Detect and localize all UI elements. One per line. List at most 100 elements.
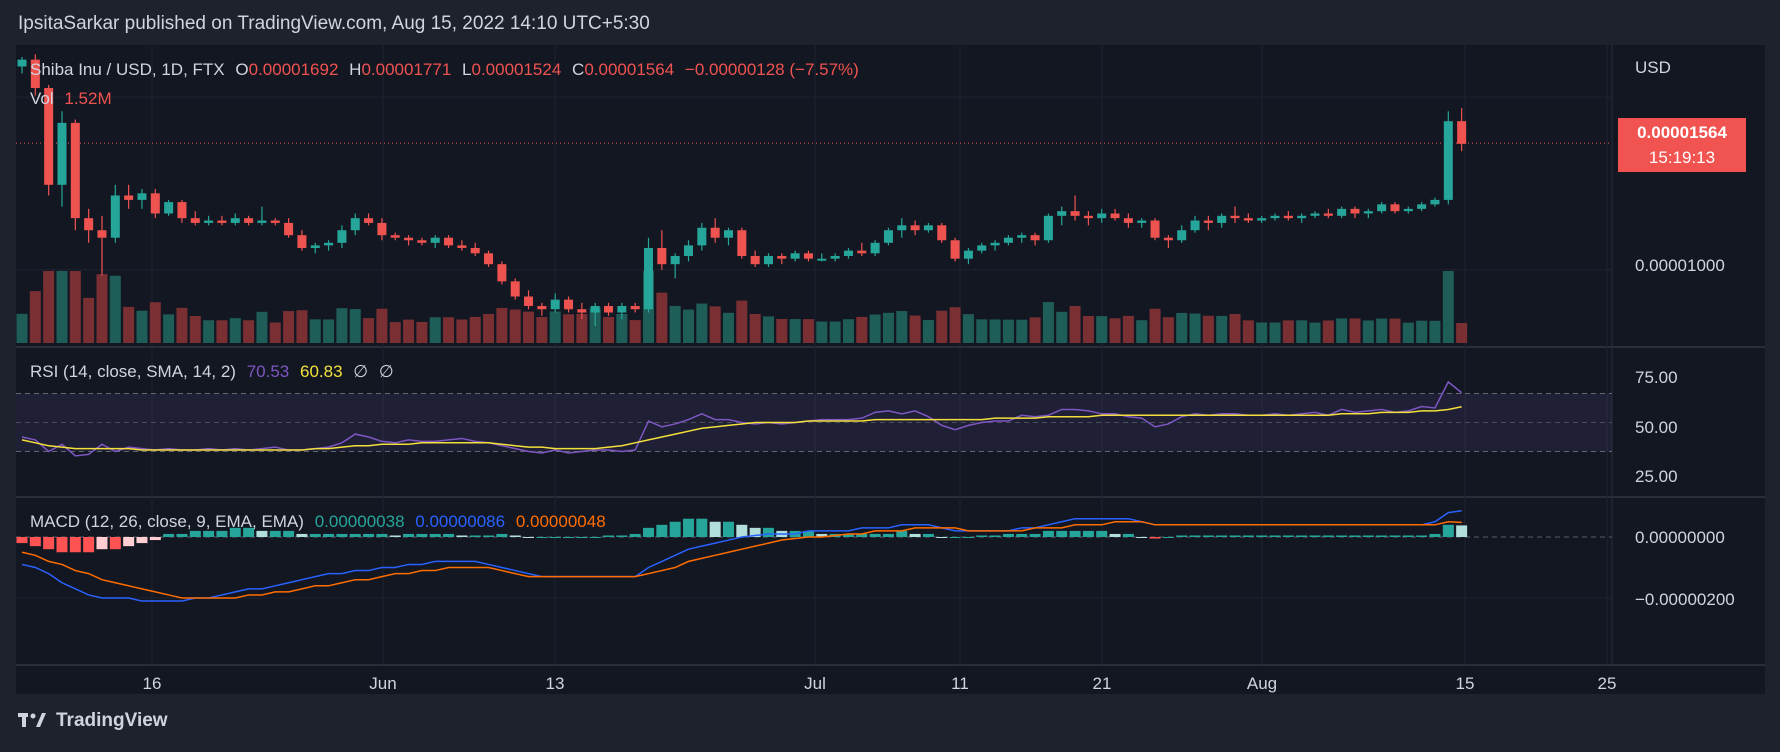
volume-bar	[269, 322, 281, 343]
candle-body	[204, 220, 214, 223]
candle-body	[910, 225, 920, 231]
volume-bar	[1082, 315, 1094, 343]
volume-bar	[1442, 271, 1454, 343]
macd-histogram-bar	[1202, 535, 1214, 537]
volume-bar	[882, 312, 894, 343]
candle-body	[510, 281, 520, 297]
volume-bar	[1229, 314, 1241, 343]
macd-histogram-bar	[709, 521, 721, 537]
macd-histogram-bar	[736, 524, 748, 537]
candle-body	[1097, 213, 1107, 219]
candle-body	[803, 253, 813, 259]
last-price-value: 0.00001564	[1637, 123, 1727, 142]
macd-histogram-bar	[629, 533, 641, 537]
candle-body	[444, 237, 454, 246]
macd-histogram-bar	[816, 533, 828, 537]
macd-histogram-bar	[523, 537, 535, 538]
macd-histogram-bar	[149, 537, 161, 541]
macd-histogram-bar	[1242, 535, 1254, 537]
macd-histogram-bar	[802, 530, 814, 537]
candle-body	[657, 248, 667, 265]
candle-body	[763, 255, 773, 265]
time-axis-label: Aug	[1247, 674, 1277, 693]
volume-bar	[456, 319, 468, 343]
macd-histogram-bar	[1216, 535, 1228, 537]
volume-bar	[909, 315, 921, 343]
macd-histogram-bar	[1189, 535, 1201, 537]
volume-bar	[922, 320, 934, 343]
candle-body	[710, 227, 720, 238]
macd-histogram-bar	[176, 533, 188, 537]
macd-axis-zero: 0.00000000	[1635, 528, 1725, 547]
macd-histogram-bar	[1269, 535, 1281, 537]
candle-body	[1443, 121, 1453, 200]
last-price-badge: 0.00001564 15:19:13	[1618, 118, 1746, 172]
macd-histogram-bar	[403, 533, 415, 537]
volume-bar	[736, 300, 748, 343]
candle-body	[270, 220, 280, 223]
candle-body	[750, 255, 760, 265]
candle-body	[1230, 215, 1240, 219]
rsi-label[interactable]: RSI (14, close, SMA, 14, 2)	[30, 362, 236, 381]
volume-bar	[283, 311, 295, 343]
macd-histogram-bar	[243, 527, 255, 537]
macd-label[interactable]: MACD (12, 26, close, 9, EMA, EMA)	[30, 512, 304, 531]
volume-bar	[1136, 320, 1148, 343]
candle-body	[350, 218, 360, 231]
macd-histogram-bar	[696, 518, 708, 537]
symbol-label[interactable]: Shiba Inu / USD, 1D, FTX	[30, 60, 225, 79]
candle-body	[897, 225, 907, 231]
volume-bar	[1269, 322, 1281, 343]
chart-frame[interactable]	[16, 45, 1765, 694]
ohlc-c: C0.00001564	[572, 60, 675, 79]
macd-histogram-bar	[869, 533, 881, 537]
candle-body	[524, 296, 534, 307]
volume-bar	[669, 305, 681, 343]
macd-histogram-bar	[1362, 535, 1374, 537]
rsi-line	[21, 380, 1463, 457]
macd-histogram-bar	[323, 533, 335, 537]
volume-bar	[896, 311, 908, 343]
volume-bar	[1002, 319, 1014, 343]
volume-bar	[1016, 319, 1028, 343]
candle-body	[1390, 204, 1400, 212]
macd-histogram-bar	[1069, 530, 1081, 537]
candle-body	[843, 250, 853, 256]
macd-signal-line	[21, 520, 1462, 599]
macd-histogram-bar	[496, 533, 508, 537]
volume-bar	[296, 310, 308, 343]
candle-body	[484, 253, 494, 265]
candle-body	[1310, 213, 1320, 216]
macd-histogram-bar	[936, 537, 948, 538]
price-change: −0.00000128 (−7.57%)	[684, 60, 859, 79]
volume-bar	[549, 311, 561, 343]
candle-body	[777, 255, 787, 259]
volume-bar	[776, 318, 788, 343]
macd-histogram-bar	[1122, 533, 1134, 537]
volume-bar	[842, 319, 854, 343]
volume-bar	[429, 317, 441, 343]
candle-body	[737, 230, 747, 256]
macd-histogram-bar	[1229, 535, 1241, 537]
volume-bar	[856, 316, 868, 343]
candle-body	[390, 235, 400, 238]
macd-histogram-bar	[616, 535, 628, 537]
candle-body	[923, 225, 933, 231]
volume-bar	[83, 297, 95, 343]
volume-bar	[1216, 315, 1228, 343]
macd-histogram-bar	[1016, 533, 1028, 537]
candle-body	[470, 248, 480, 254]
candle-body	[817, 258, 827, 261]
macd-histogram-bar	[16, 537, 28, 544]
volume-bar	[1109, 318, 1121, 343]
volume-bar	[1176, 312, 1188, 343]
candle-body	[1417, 204, 1427, 209]
volume-bar	[149, 302, 161, 343]
volume-bar	[1042, 302, 1054, 343]
tradingview-logo[interactable]: TradingView	[18, 710, 168, 732]
candle-body	[684, 245, 693, 256]
volume-bar	[563, 314, 575, 343]
candle-body	[377, 222, 387, 236]
candle-body	[1403, 208, 1413, 212]
